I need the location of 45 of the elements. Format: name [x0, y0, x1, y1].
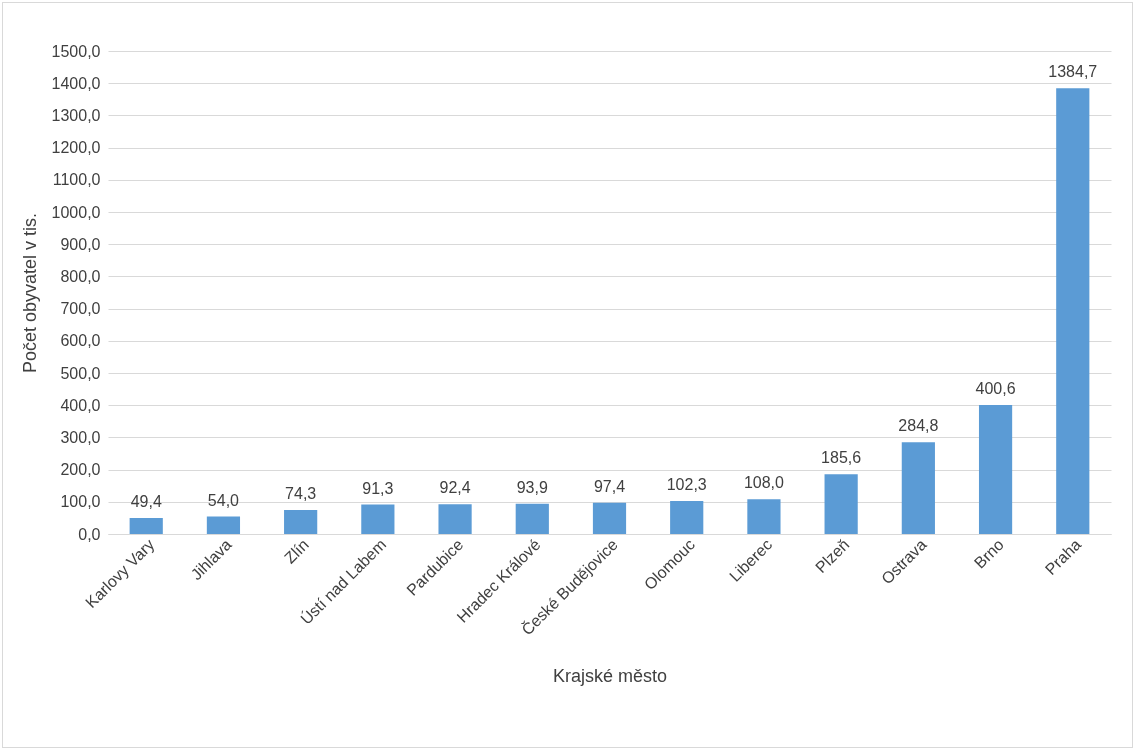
y-tick-label: 900,0: [60, 235, 101, 253]
bar: [515, 503, 549, 534]
data-label: 92,4: [439, 479, 471, 497]
data-label: 185,6: [821, 449, 862, 467]
y-tick-label: 400,0: [60, 396, 101, 414]
data-label: 97,4: [593, 477, 626, 495]
data-label: 49,4: [130, 493, 162, 511]
bar: [129, 518, 163, 534]
bar: [747, 499, 781, 534]
bar: [284, 510, 318, 534]
y-tick-label: 1100,0: [52, 171, 101, 189]
y-tick-label: 500,0: [60, 364, 101, 382]
y-tick-label: 300,0: [60, 428, 101, 446]
data-label: 54,0: [207, 491, 240, 509]
y-tick-label: 1400,0: [51, 74, 101, 92]
data-label: 93,9: [516, 478, 548, 496]
y-tick-label: 1000,0: [51, 203, 101, 221]
bar: [901, 442, 935, 534]
bar: [592, 502, 627, 534]
y-tick-label: 100,0: [60, 493, 101, 511]
data-label: 400,6: [975, 380, 1016, 398]
y-tick-label: 700,0: [60, 300, 101, 318]
bar: [824, 474, 858, 534]
y-tick-label: 1300,0: [51, 106, 101, 124]
bar: [1056, 88, 1090, 534]
y-axis-title: Počet obyvatel v tis.: [19, 212, 40, 374]
y-tick-label: 0,0: [78, 525, 101, 543]
x-tick-label: Zlín: [281, 535, 312, 567]
y-tick-label: 1200,0: [51, 139, 101, 157]
bar: [206, 516, 241, 534]
data-label: 108,0: [743, 474, 785, 492]
x-axis-title: Krajské město: [552, 666, 668, 687]
data-label: 74,3: [285, 485, 317, 503]
y-tick-label: 600,0: [60, 332, 101, 350]
bar: [361, 504, 395, 534]
data-label: 284,8: [898, 417, 939, 435]
data-label: 1384,7: [1048, 63, 1098, 81]
y-tick-label: 1500,0: [51, 42, 101, 60]
bar: [670, 501, 704, 534]
y-tick-label: 200,0: [60, 461, 101, 479]
bar: [438, 504, 472, 534]
data-label: 91,3: [362, 479, 394, 497]
y-tick-label: 800,0: [60, 267, 101, 285]
bar: [978, 405, 1013, 534]
data-label: 102,3: [666, 476, 707, 494]
